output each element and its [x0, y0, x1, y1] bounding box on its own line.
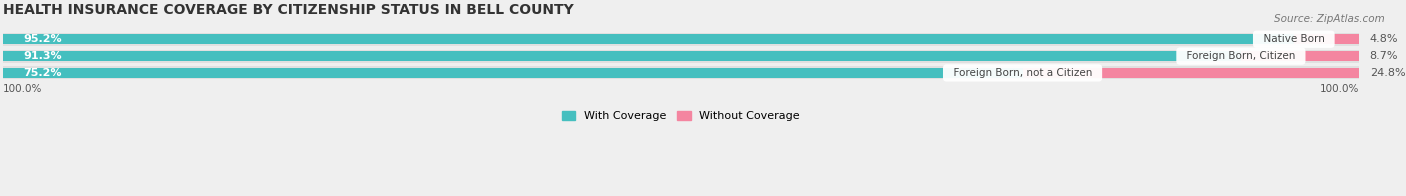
Text: Native Born: Native Born	[1257, 34, 1331, 44]
Text: 95.2%: 95.2%	[22, 34, 62, 44]
Bar	[3, 68, 1358, 78]
Text: 100.0%: 100.0%	[3, 84, 42, 94]
Bar	[3, 50, 1358, 63]
Bar	[1294, 34, 1358, 44]
Bar	[3, 33, 1358, 46]
Bar	[3, 66, 1358, 79]
Bar	[3, 34, 1294, 44]
Text: 24.8%: 24.8%	[1369, 68, 1406, 78]
Text: Source: ZipAtlas.com: Source: ZipAtlas.com	[1274, 14, 1385, 24]
Text: Foreign Born, not a Citizen: Foreign Born, not a Citizen	[946, 68, 1098, 78]
Bar	[1022, 68, 1358, 78]
Text: 91.3%: 91.3%	[22, 51, 62, 61]
Text: 4.8%: 4.8%	[1369, 34, 1398, 44]
Text: Foreign Born, Citizen: Foreign Born, Citizen	[1180, 51, 1302, 61]
Bar	[1241, 51, 1358, 61]
Bar	[3, 68, 1022, 78]
Text: HEALTH INSURANCE COVERAGE BY CITIZENSHIP STATUS IN BELL COUNTY: HEALTH INSURANCE COVERAGE BY CITIZENSHIP…	[3, 3, 574, 17]
Text: 100.0%: 100.0%	[1319, 84, 1358, 94]
Text: 8.7%: 8.7%	[1369, 51, 1398, 61]
Bar	[3, 51, 1241, 61]
Text: 75.2%: 75.2%	[22, 68, 62, 78]
Legend: With Coverage, Without Coverage: With Coverage, Without Coverage	[557, 106, 804, 126]
Bar	[3, 51, 1358, 61]
Bar	[3, 34, 1358, 44]
